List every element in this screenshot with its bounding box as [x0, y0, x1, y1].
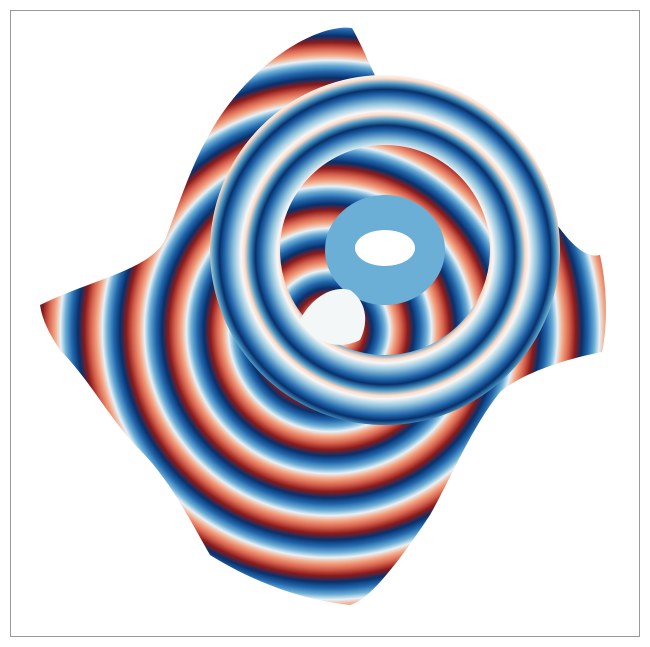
- inner-ring: [210, 75, 560, 425]
- inner-hole: [355, 230, 415, 266]
- flat-patch: [300, 289, 366, 345]
